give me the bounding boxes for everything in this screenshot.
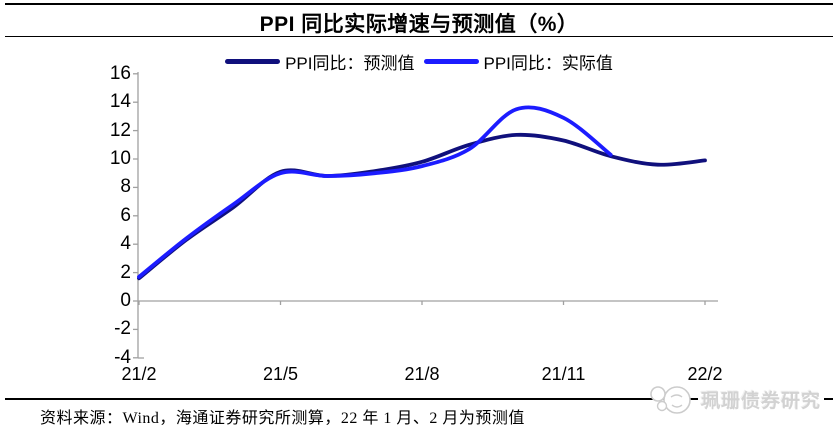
y-axis-tick-label: 6 <box>120 204 131 226</box>
y-axis-tick-label: -2 <box>114 318 131 340</box>
watermark-text: 珮珊债券研究 <box>698 385 825 413</box>
chart-title: PPI 同比实际增速与预测值（%） <box>259 13 579 36</box>
y-axis-tick-label: 14 <box>109 91 131 113</box>
x-axis-tick-label: 21/2 <box>121 364 157 384</box>
chart-legend: PPI同比：预测值 PPI同比：实际值 <box>0 49 838 74</box>
actual-line-series <box>137 105 613 279</box>
y-axis-tick-label: -4 <box>114 346 131 368</box>
y-axis-tick-label: 16 <box>109 62 131 84</box>
x-axis-tick-label: 21/8 <box>404 364 440 384</box>
watermark-logo-icon <box>650 386 691 414</box>
top-divider <box>5 3 833 5</box>
legend-label-forecast: PPI同比：预测值 <box>285 54 415 73</box>
legend-item-actual: PPI同比：实际值 <box>423 49 613 74</box>
watermark: 珮珊债券研究 <box>646 381 825 417</box>
x-axis-tick-label: 21/5 <box>262 364 299 384</box>
x-axis-tick-label: 22/2 <box>687 364 723 384</box>
y-axis-tick-label: 8 <box>120 176 131 198</box>
source-note: 资料来源：Wind，海通证券研究所测算，22 年 1 月、2 月为预测值 <box>40 410 525 427</box>
legend-label-actual: PPI同比：实际值 <box>483 54 613 73</box>
y-axis-tick-label: 4 <box>120 233 131 255</box>
actual-line-swatch-icon <box>423 59 479 64</box>
x-axis-tick-label: 21/11 <box>541 364 586 384</box>
forecast-line-swatch-icon <box>225 59 281 64</box>
y-axis-tick-label: 10 <box>109 148 131 169</box>
footer-divider <box>5 398 833 400</box>
y-axis-tick-label: 2 <box>120 261 131 283</box>
y-axis-tick-label: 0 <box>120 290 131 311</box>
legend-item-forecast: PPI同比：预测值 <box>225 49 415 74</box>
title-divider <box>5 36 833 37</box>
forecast-line-series <box>137 132 707 281</box>
y-axis-tick-label: 12 <box>109 119 131 141</box>
